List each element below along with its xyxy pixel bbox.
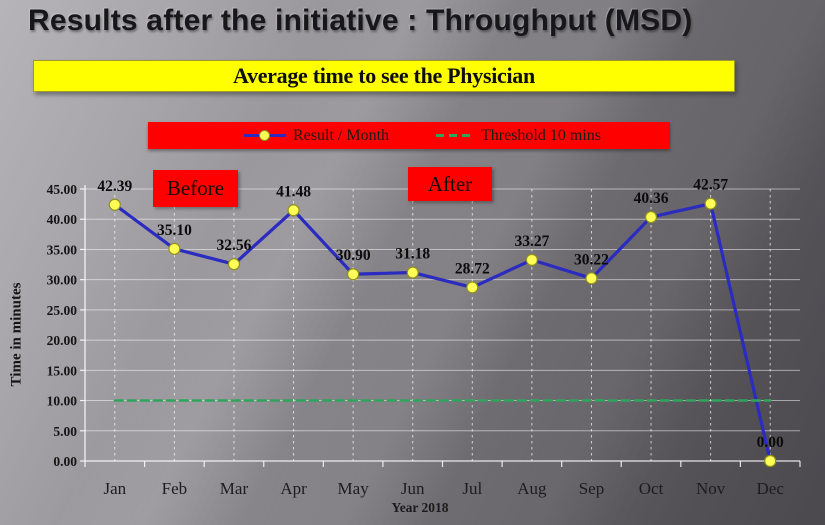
data-point-marker (108, 198, 121, 211)
legend-label-threshold: Threshold 10 mins (481, 126, 601, 144)
data-point-marker (406, 266, 419, 279)
x-tick-label: Jul (462, 479, 482, 498)
data-label: 28.72 (455, 260, 490, 277)
after-callout: After (408, 167, 492, 201)
before-callout: Before (153, 170, 238, 207)
y-tick-label: 20.00 (47, 333, 78, 348)
legend-label-result: Result / Month (293, 126, 390, 144)
legend-item-threshold: Threshold 10 mins (436, 122, 601, 149)
data-point-marker (466, 281, 479, 294)
x-tick-label: Dec (757, 479, 785, 498)
slide-title: Results after the initiative : Throughpu… (28, 4, 693, 37)
data-point-marker (704, 197, 717, 210)
chart-legend: Result / Month Threshold 10 mins (148, 122, 670, 149)
y-axis-title: Time in minutes (8, 282, 25, 387)
y-tick-label: 45.00 (47, 182, 78, 197)
result-line (113, 202, 772, 463)
data-label: 41.48 (276, 183, 311, 200)
y-tick-label: 30.00 (47, 273, 78, 288)
data-point-marker (764, 454, 777, 468)
data-label: 33.27 (514, 233, 549, 250)
data-point-marker (168, 242, 181, 255)
x-tick-label: Oct (639, 479, 664, 498)
data-point-marker (525, 253, 538, 267)
x-tick-label: Jun (401, 479, 425, 498)
legend-item-result: Result / Month (244, 122, 389, 149)
data-label: 0.00 (757, 434, 784, 451)
x-tick-label: Mar (220, 479, 249, 498)
y-tick-label: 25.00 (47, 303, 78, 318)
x-tick-label: Sep (579, 479, 605, 498)
chart-title: Average time to see the Physician (233, 63, 535, 88)
data-label: 40.36 (634, 190, 669, 207)
data-label: 42.39 (97, 178, 132, 195)
data-label: 31.18 (395, 246, 430, 263)
data-point-marker (227, 258, 241, 271)
y-tick-label: 10.00 (47, 394, 78, 409)
dashed-line-marker-icon (436, 134, 474, 137)
data-label: 32.56 (217, 237, 252, 254)
data-label: 42.57 (693, 177, 728, 194)
x-tick-label: May (338, 479, 370, 498)
data-label: 35.10 (157, 222, 192, 239)
data-label: 30.90 (336, 247, 371, 264)
x-tick-label: Aug (517, 479, 547, 498)
y-tick-label: 5.00 (53, 424, 77, 439)
chart-title-banner: Average time to see the Physician (33, 60, 735, 92)
data-point-marker (287, 204, 300, 217)
data-point-marker (347, 268, 360, 281)
x-tick-label: Feb (162, 479, 188, 498)
y-tick-label: 40.00 (47, 212, 78, 227)
y-tick-label: 15.00 (47, 363, 78, 378)
data-label: 30.22 (574, 251, 609, 268)
y-tick-label: 0.00 (53, 454, 77, 469)
data-point-marker (644, 210, 658, 224)
data-point-marker (585, 272, 598, 285)
x-tick-label: Nov (696, 479, 726, 498)
x-tick-label: Jan (103, 479, 126, 498)
y-tick-label: 35.00 (47, 242, 78, 257)
x-axis-title: Year 2018 (391, 500, 449, 515)
x-tick-label: Apr (280, 479, 307, 498)
line-marker-icon (244, 130, 286, 141)
